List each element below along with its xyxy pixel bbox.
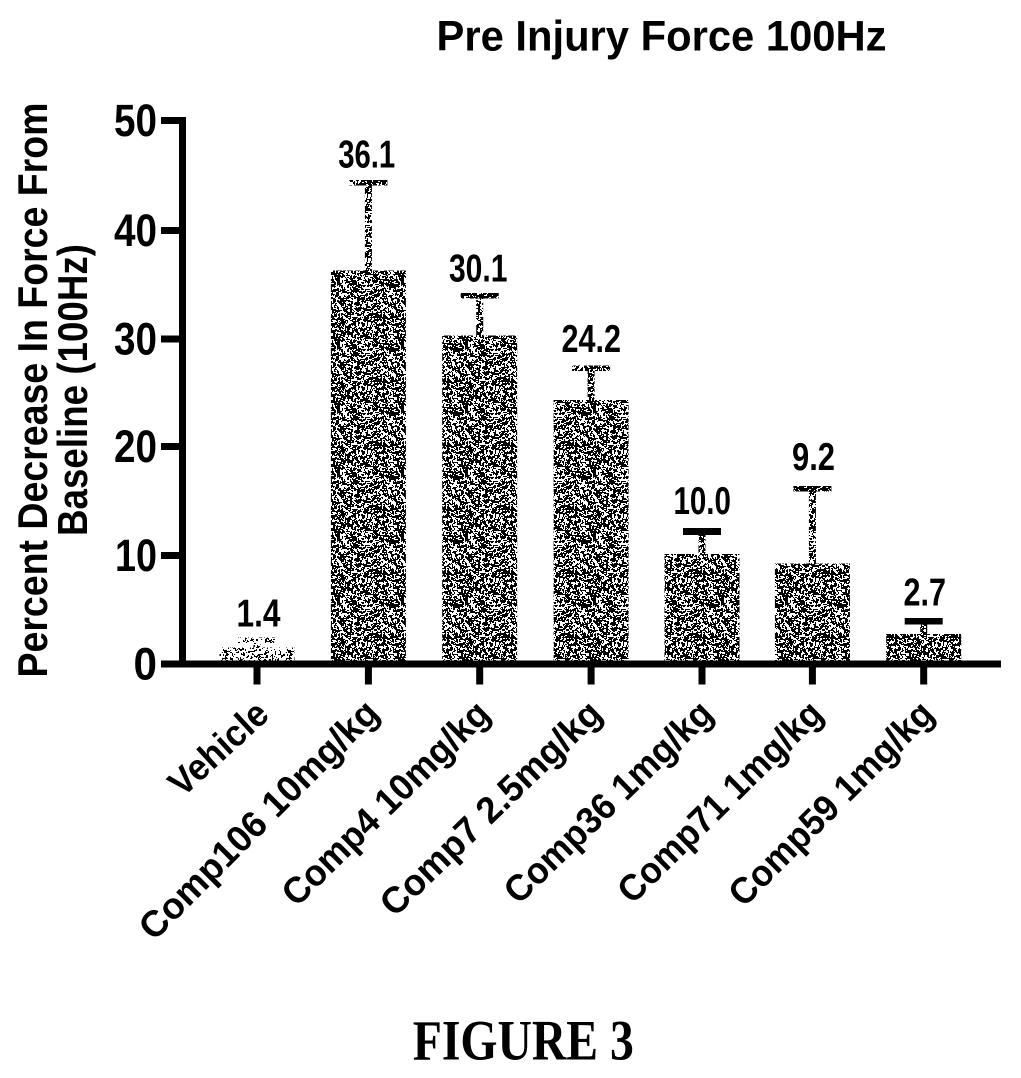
svg-text:50: 50 bbox=[114, 95, 157, 146]
svg-text:Baseline (100Hz): Baseline (100Hz) bbox=[49, 244, 96, 536]
svg-text:Pre Injury Force 100Hz: Pre Injury Force 100Hz bbox=[437, 13, 887, 61]
svg-text:Percent Decrease In Force From: Percent Decrease In Force From bbox=[9, 103, 56, 678]
svg-text:9.2: 9.2 bbox=[792, 436, 835, 479]
svg-text:1.4: 1.4 bbox=[237, 593, 281, 636]
svg-text:FIGURE 3: FIGURE 3 bbox=[413, 1010, 634, 1073]
svg-text:0: 0 bbox=[134, 639, 158, 690]
svg-text:24.2: 24.2 bbox=[562, 318, 622, 361]
svg-text:30.1: 30.1 bbox=[449, 248, 508, 291]
svg-text:40: 40 bbox=[114, 205, 157, 256]
svg-text:30: 30 bbox=[114, 314, 157, 365]
svg-text:20: 20 bbox=[114, 421, 157, 472]
svg-text:2.7: 2.7 bbox=[904, 571, 947, 614]
svg-text:10: 10 bbox=[115, 530, 157, 581]
svg-text:36.1: 36.1 bbox=[338, 134, 395, 177]
svg-text:10.0: 10.0 bbox=[673, 480, 731, 523]
